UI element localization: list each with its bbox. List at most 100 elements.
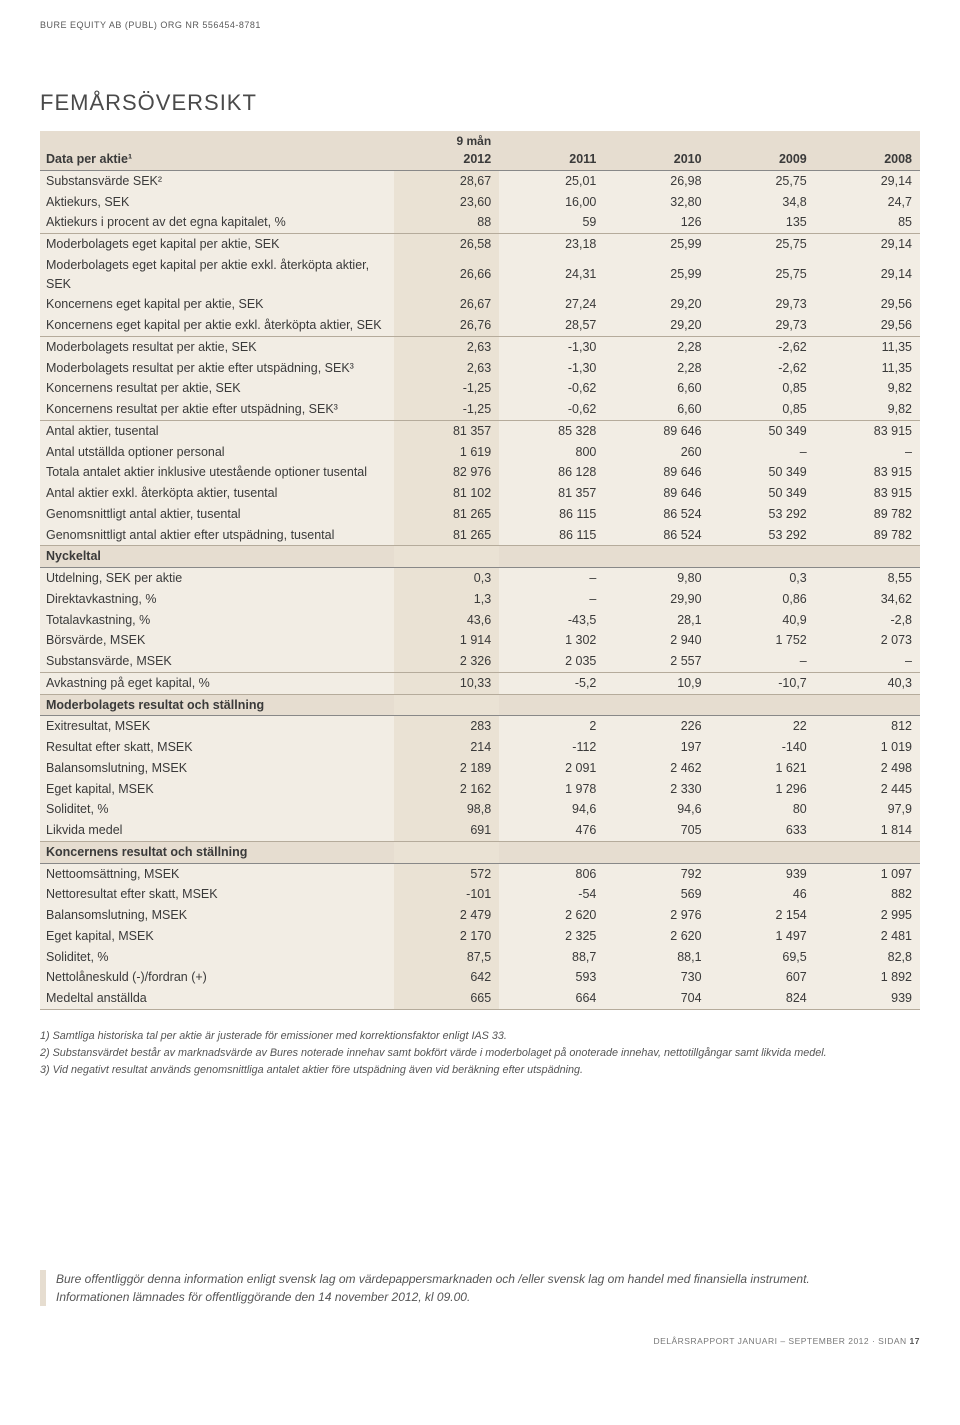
five-year-table: Data per aktie¹ 9 mån 2012 2011 2010 200…	[40, 131, 920, 1010]
cell-value: 135	[710, 212, 815, 233]
section-header-label: Nyckeltal	[40, 546, 394, 568]
table-row: Moderbolagets resultat per aktie, SEK2,6…	[40, 336, 920, 357]
cell-value: 2 170	[394, 926, 499, 947]
cell-value: 2 620	[604, 926, 709, 947]
cell-value: 89 646	[604, 483, 709, 504]
table-row: Exitresultat, MSEK283222622812	[40, 716, 920, 737]
cell-value: 29,14	[815, 255, 920, 295]
cell-value: 50 349	[710, 483, 815, 504]
cell-value: 25,75	[710, 234, 815, 255]
cell-value: –	[710, 442, 815, 463]
row-label: Koncernens eget kapital per aktie, SEK	[40, 294, 394, 315]
cell-value: 59	[499, 212, 604, 233]
cell-value: 89 646	[604, 462, 709, 483]
cell-value: 2 326	[394, 651, 499, 672]
cell-value: 665	[394, 988, 499, 1009]
section-header-label: Moderbolagets resultat och ställning	[40, 694, 394, 716]
cell-value: 11,35	[815, 336, 920, 357]
cell-value: 94,6	[604, 799, 709, 820]
cell-value: -1,30	[499, 358, 604, 379]
cell-value: 691	[394, 820, 499, 841]
row-label: Koncernens resultat per aktie, SEK	[40, 378, 394, 399]
row-label: Nettoomsättning, MSEK	[40, 863, 394, 884]
cell-value: 69,5	[710, 947, 815, 968]
header-2009: 2009	[710, 131, 815, 170]
cell-value: 40,9	[710, 610, 815, 631]
row-label: Likvida medel	[40, 820, 394, 841]
header-2012: 9 mån 2012	[394, 131, 499, 170]
row-label: Direktavkastning, %	[40, 589, 394, 610]
cell-value: 10,9	[604, 672, 709, 694]
cell-value: 27,24	[499, 294, 604, 315]
cell-value: 88	[394, 212, 499, 233]
table-row: Resultat efter skatt, MSEK214-112197-140…	[40, 737, 920, 758]
cell-value: 1 814	[815, 820, 920, 841]
cell-value: 283	[394, 716, 499, 737]
cell-value: 260	[604, 442, 709, 463]
cell-value: 23,60	[394, 192, 499, 213]
row-label: Moderbolagets resultat per aktie efter u…	[40, 358, 394, 379]
cell-value: 16,00	[499, 192, 604, 213]
cell-value: 0,3	[394, 568, 499, 589]
cell-value: -2,8	[815, 610, 920, 631]
cell-value: 29,14	[815, 234, 920, 255]
cell-value: 97,9	[815, 799, 920, 820]
cell-value: 81 102	[394, 483, 499, 504]
cell-value: 28,1	[604, 610, 709, 631]
row-label: Genomsnittligt antal aktier efter utspäd…	[40, 525, 394, 546]
cell-value: 806	[499, 863, 604, 884]
table-row: Aktiekurs, SEK23,6016,0032,8034,824,7	[40, 192, 920, 213]
page-footer: DELÅRSRAPPORT JANUARI – SEPTEMBER 2012 ·…	[40, 1336, 920, 1346]
row-label: Moderbolagets resultat per aktie, SEK	[40, 336, 394, 357]
row-label: Genomsnittligt antal aktier, tusental	[40, 504, 394, 525]
cell-value: –	[815, 442, 920, 463]
cell-value: 34,8	[710, 192, 815, 213]
cell-value: 46	[710, 884, 815, 905]
footnotes: 1) Samtliga historiska tal per aktie är …	[40, 1028, 920, 1080]
table-row: Antal aktier exkl. återköpta aktier, tus…	[40, 483, 920, 504]
cell-value: 24,7	[815, 192, 920, 213]
cell-value: 2 620	[499, 905, 604, 926]
cell-value: 26,58	[394, 234, 499, 255]
section-header-row: Koncernens resultat och ställning	[40, 841, 920, 863]
cell-value: 9,82	[815, 399, 920, 420]
table-row: Antal utställda optioner personal1 61980…	[40, 442, 920, 463]
cell-value: 2,28	[604, 358, 709, 379]
row-label: Balansomslutning, MSEK	[40, 758, 394, 779]
footnote-3: 3) Vid negativt resultat används genomsn…	[40, 1062, 920, 1079]
cell-value: 8,55	[815, 568, 920, 589]
cell-value: -1,25	[394, 378, 499, 399]
cell-value: 2,28	[604, 336, 709, 357]
row-label: Avkastning på eget kapital, %	[40, 672, 394, 694]
row-label: Nettolåneskuld (-)/fordran (+)	[40, 967, 394, 988]
cell-value: 939	[815, 988, 920, 1009]
row-label: Koncernens eget kapital per aktie exkl. …	[40, 315, 394, 336]
cell-value: 1 619	[394, 442, 499, 463]
cell-value: 476	[499, 820, 604, 841]
cell-value: 29,90	[604, 589, 709, 610]
cell-value: 1,3	[394, 589, 499, 610]
cell-value: 2,63	[394, 336, 499, 357]
row-label: Antal aktier exkl. återköpta aktier, tus…	[40, 483, 394, 504]
row-label: Soliditet, %	[40, 799, 394, 820]
cell-value: 86 128	[499, 462, 604, 483]
cell-value: 26,66	[394, 255, 499, 295]
cell-value: 2 481	[815, 926, 920, 947]
cell-value: 1 296	[710, 779, 815, 800]
row-label: Börsvärde, MSEK	[40, 630, 394, 651]
cell-value: -101	[394, 884, 499, 905]
cell-value: 2 330	[604, 779, 709, 800]
cell-value: 83 915	[815, 420, 920, 441]
table-row: Koncernens eget kapital per aktie, SEK26…	[40, 294, 920, 315]
cell-value: 32,80	[604, 192, 709, 213]
row-label: Aktiekurs i procent av det egna kapitale…	[40, 212, 394, 233]
cell-value: 824	[710, 988, 815, 1009]
row-label: Antal utställda optioner personal	[40, 442, 394, 463]
row-label: Nettoresultat efter skatt, MSEK	[40, 884, 394, 905]
cell-value: 2 995	[815, 905, 920, 926]
cell-value: 226	[604, 716, 709, 737]
cell-value: 29,73	[710, 294, 815, 315]
cell-value: 2 976	[604, 905, 709, 926]
cell-value: 705	[604, 820, 709, 841]
table-row: Direktavkastning, %1,3–29,900,8634,62	[40, 589, 920, 610]
